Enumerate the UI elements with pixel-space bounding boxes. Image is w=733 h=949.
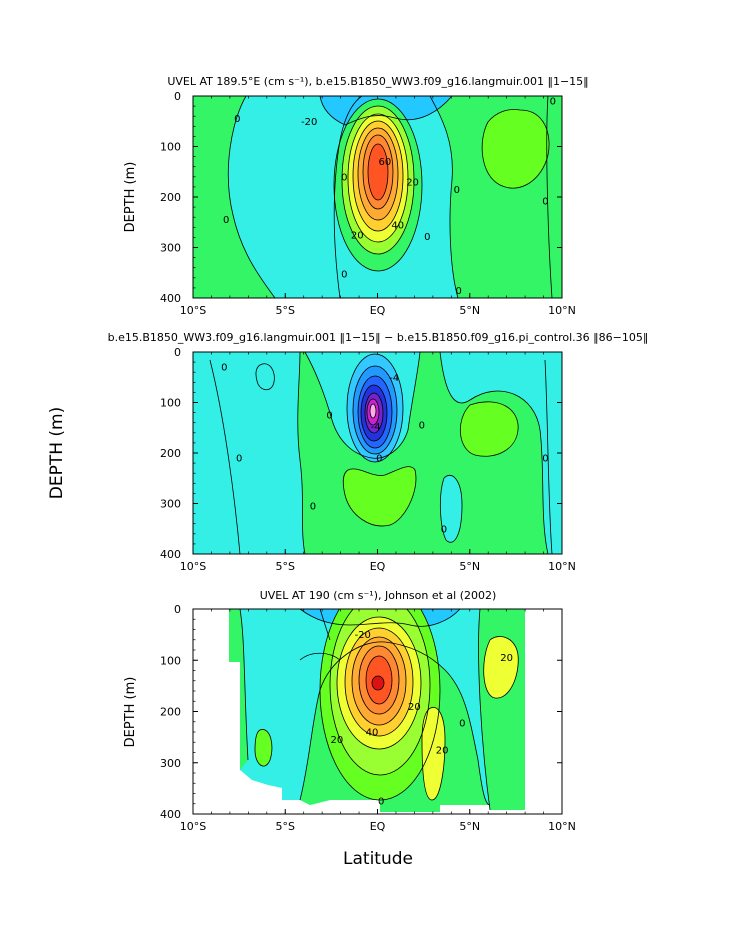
panel-1: UVEL AT 189.5°E (cm s⁻¹), b.e15.B1850_WW… [123, 75, 589, 317]
contour-label: 0 [542, 454, 548, 465]
contour-label: 0 [341, 269, 347, 280]
y-tick-label: 200 [160, 191, 181, 204]
contour-label: 0 [424, 232, 430, 243]
contour-label: 0 [221, 363, 227, 374]
contour-label: 0 [542, 197, 548, 208]
y-tick-label: 200 [160, 706, 181, 719]
contour-label: 20 [406, 177, 419, 188]
panel-2: b.e15.B1850_WW3.f09_g16.langmuir.001 ‖1−… [108, 331, 649, 573]
contour-label: 0 [376, 454, 382, 465]
panel-1-title: UVEL AT 189.5°E (cm s⁻¹), b.e15.B1850_WW… [167, 75, 588, 88]
x-tick-label: 10°N [548, 820, 576, 833]
x-tick-label: 5°S [276, 304, 295, 317]
x-tick-label: 10°N [548, 304, 576, 317]
y-tick-label: 100 [160, 397, 181, 410]
contour-label: 20 [500, 653, 513, 664]
x-tick-label: EQ [370, 304, 386, 317]
x-tick-label: 5°N [459, 560, 480, 573]
y-tick-label: 400 [160, 292, 181, 305]
panel-1-x-ticks: 10°S 5°S EQ 5°N 10°N [180, 96, 576, 317]
x-tick-label: EQ [370, 820, 386, 833]
contour-label: 0 [223, 215, 229, 226]
y-tick-label: 300 [160, 498, 181, 511]
contour-label: -4 [371, 422, 381, 433]
x-tick-label: 5°N [459, 304, 480, 317]
contour-label: 0 [310, 502, 316, 513]
contour-label: 0 [455, 286, 461, 297]
panel-3-title: UVEL AT 190 (cm s⁻¹), Johnson et al (200… [260, 589, 497, 602]
panel-1-contour-labels: 0 -20 0 60 20 40 20 0 0 0 0 0 0 0 [223, 97, 556, 297]
panel-3-x-ticks: 10°S 5°S EQ 5°N 10°N [180, 609, 576, 833]
panel-2-plot [193, 352, 562, 554]
contour-label: -20 [355, 630, 371, 641]
contour-label: 40 [366, 728, 379, 739]
x-tick-label: 10°N [548, 560, 576, 573]
contour-label: 0 [441, 524, 447, 535]
contour-label: 0 [550, 97, 556, 108]
panel-3-contour-labels: -20 20 20 40 20 20 0 0 [331, 630, 513, 808]
panel-2-contour-labels: 0 -4 -4 0 0 0 0 0 0 0 [221, 363, 548, 536]
y-tick-label: 300 [160, 242, 181, 255]
y-tick-label: 0 [174, 346, 181, 359]
panel-3: UVEL AT 190 (cm s⁻¹), Johnson et al (200… [123, 589, 576, 833]
contour-label: -4 [389, 373, 399, 384]
panel-2-y-ticks: 0 100 200 300 400 [160, 346, 562, 561]
contour-label: 0 [459, 718, 465, 729]
figure-side-label: DEPTH (m) [47, 407, 67, 499]
x-tick-label: 10°S [180, 820, 206, 833]
figure-x-axis-label: Latitude [343, 849, 413, 869]
contour-label: 20 [436, 745, 449, 756]
panel-1-y-axis-label: DEPTH (m) [123, 162, 138, 233]
y-tick-label: 400 [160, 548, 181, 561]
y-tick-label: 200 [160, 447, 181, 460]
contour-label: 20 [331, 735, 344, 746]
contour-label: 60 [379, 157, 392, 168]
contour-label: 20 [408, 702, 421, 713]
contour-label: 40 [391, 220, 404, 231]
panel-3-plot [193, 609, 562, 814]
contour-label: 20 [351, 230, 364, 241]
y-tick-label: 400 [160, 808, 181, 821]
y-tick-label: 100 [160, 654, 181, 667]
y-tick-label: 0 [174, 90, 181, 103]
x-tick-label: 10°S [180, 304, 206, 317]
contour-label: 0 [341, 172, 347, 183]
panel-1-plot [193, 96, 562, 298]
contour-label: 0 [378, 797, 384, 808]
contour-label: 0 [236, 454, 242, 465]
x-tick-label: 5°S [276, 820, 295, 833]
x-tick-label: EQ [370, 560, 386, 573]
y-tick-label: 100 [160, 141, 181, 154]
y-tick-label: 0 [174, 603, 181, 616]
y-tick-label: 300 [160, 757, 181, 770]
contour-label: 0 [326, 411, 332, 422]
contour-label: 0 [419, 421, 425, 432]
contour-label: 0 [234, 114, 240, 125]
panel-2-x-ticks: 10°S 5°S EQ 5°N 10°N [180, 352, 576, 573]
x-tick-label: 5°N [459, 820, 480, 833]
panel-3-y-axis-label: DEPTH (m) [123, 677, 138, 748]
contour-label: -20 [301, 117, 317, 128]
contour-label: 0 [454, 185, 460, 196]
panel-2-title: b.e15.B1850_WW3.f09_g16.langmuir.001 ‖1−… [108, 331, 649, 344]
x-tick-label: 5°S [276, 560, 295, 573]
x-tick-label: 10°S [180, 560, 206, 573]
